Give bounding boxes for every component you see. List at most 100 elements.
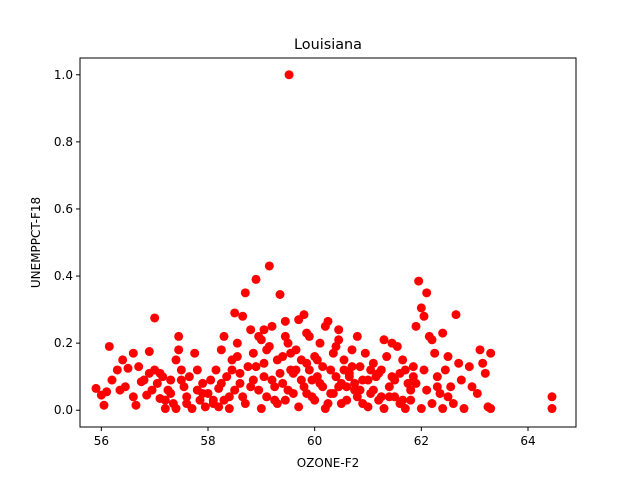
data-point bbox=[443, 352, 453, 362]
data-point bbox=[184, 372, 194, 382]
data-point bbox=[216, 345, 226, 355]
x-axis-label: OZONE-F2 bbox=[297, 456, 360, 470]
data-point bbox=[328, 348, 338, 358]
data-point bbox=[128, 348, 138, 358]
data-point bbox=[139, 375, 149, 385]
data-point bbox=[379, 404, 389, 414]
data-point bbox=[408, 372, 418, 382]
data-point bbox=[304, 365, 314, 375]
data-point bbox=[91, 383, 101, 393]
data-point bbox=[299, 310, 309, 320]
data-point bbox=[315, 338, 325, 348]
x-tick-label: 58 bbox=[200, 434, 215, 448]
data-point bbox=[472, 388, 482, 398]
data-point bbox=[176, 365, 186, 375]
x-tick-label: 60 bbox=[307, 434, 322, 448]
data-point bbox=[248, 348, 258, 358]
data-point bbox=[248, 375, 258, 385]
data-point bbox=[264, 261, 274, 271]
data-point bbox=[454, 358, 464, 368]
data-point bbox=[275, 290, 285, 299]
data-point bbox=[355, 385, 365, 395]
data-point bbox=[347, 362, 357, 372]
data-point bbox=[262, 392, 272, 402]
data-point bbox=[166, 375, 176, 385]
data-point bbox=[398, 395, 408, 405]
data-point bbox=[422, 385, 432, 395]
data-point bbox=[451, 310, 461, 320]
data-point bbox=[251, 362, 261, 372]
y-tick-label: 0.8 bbox=[54, 135, 73, 149]
data-point bbox=[232, 352, 242, 362]
data-point bbox=[182, 392, 192, 402]
chart-title: Louisiana bbox=[294, 37, 362, 53]
data-point bbox=[198, 388, 208, 398]
data-point bbox=[352, 331, 362, 341]
data-point bbox=[118, 355, 128, 365]
data-point bbox=[238, 311, 248, 321]
y-tick-label: 0.4 bbox=[54, 269, 73, 283]
data-point bbox=[230, 308, 240, 318]
data-point bbox=[408, 362, 418, 372]
data-point bbox=[278, 352, 288, 362]
data-points bbox=[91, 70, 557, 414]
data-point bbox=[150, 313, 160, 323]
data-point bbox=[374, 368, 384, 378]
data-point bbox=[406, 395, 416, 405]
data-point bbox=[547, 404, 557, 414]
data-point bbox=[400, 365, 410, 375]
data-point bbox=[384, 392, 394, 402]
data-point bbox=[334, 325, 344, 335]
data-point bbox=[339, 355, 349, 365]
data-point bbox=[398, 355, 408, 365]
data-point bbox=[134, 362, 144, 372]
data-point bbox=[219, 395, 229, 405]
y-tick-label: 0.6 bbox=[54, 202, 73, 216]
data-point bbox=[214, 402, 224, 412]
data-point bbox=[406, 385, 416, 395]
data-point bbox=[238, 392, 248, 402]
data-point bbox=[102, 387, 112, 397]
data-point bbox=[152, 378, 162, 388]
data-point bbox=[334, 382, 344, 392]
data-point bbox=[128, 392, 138, 402]
data-point bbox=[355, 362, 365, 372]
data-point bbox=[235, 368, 245, 378]
data-point bbox=[440, 365, 450, 375]
data-point bbox=[486, 404, 496, 414]
data-point bbox=[456, 375, 466, 385]
data-point bbox=[227, 365, 237, 375]
data-point bbox=[438, 328, 448, 338]
data-point bbox=[246, 325, 256, 335]
x-tick-label: 56 bbox=[94, 434, 109, 448]
data-point bbox=[312, 355, 322, 365]
data-point bbox=[427, 399, 437, 409]
x-tick-label: 64 bbox=[520, 434, 535, 448]
data-point bbox=[147, 385, 157, 395]
data-point bbox=[387, 372, 397, 382]
data-point bbox=[360, 348, 370, 358]
data-point bbox=[259, 358, 269, 368]
data-point bbox=[382, 352, 392, 362]
data-point bbox=[286, 348, 296, 358]
data-point bbox=[232, 338, 242, 348]
data-point bbox=[294, 402, 304, 412]
data-point bbox=[307, 375, 317, 385]
data-point bbox=[254, 385, 264, 395]
data-point bbox=[291, 365, 301, 375]
x-tick-label: 62 bbox=[414, 434, 429, 448]
data-point bbox=[336, 399, 346, 409]
data-point bbox=[259, 372, 269, 382]
y-tick-label: 0.0 bbox=[54, 403, 73, 417]
data-point bbox=[358, 375, 368, 385]
data-point bbox=[339, 365, 349, 375]
data-point bbox=[432, 382, 442, 392]
data-point bbox=[430, 348, 440, 358]
data-point bbox=[112, 365, 122, 375]
data-point bbox=[251, 274, 261, 284]
data-point bbox=[198, 378, 208, 388]
data-point bbox=[416, 404, 426, 414]
data-point bbox=[302, 388, 312, 398]
data-point bbox=[174, 331, 184, 341]
data-point bbox=[120, 382, 130, 392]
